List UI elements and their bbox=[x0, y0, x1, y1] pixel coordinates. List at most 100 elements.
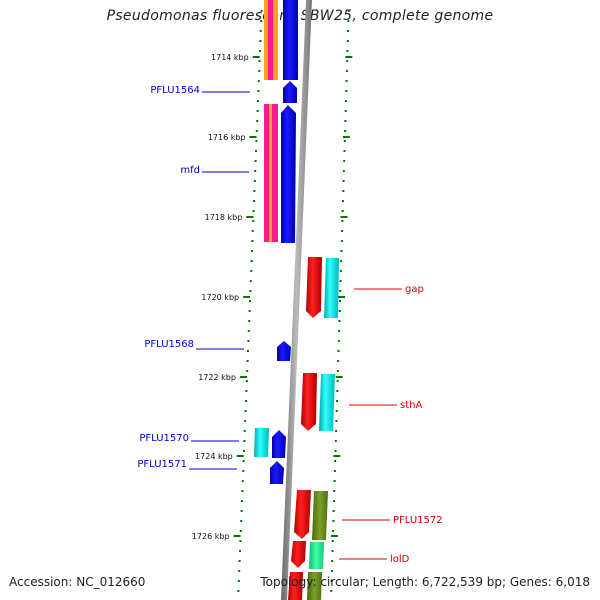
genome-title: Pseudomonas fluorescens SBW25, complete … bbox=[106, 8, 494, 24]
ring-dot bbox=[249, 290, 252, 292]
ring-dot bbox=[346, 60, 349, 62]
ring-dot bbox=[249, 300, 251, 302]
ring-dot bbox=[336, 400, 338, 402]
ring-dot bbox=[346, 40, 349, 42]
ring-dot bbox=[249, 280, 252, 282]
inner-dotted-ring bbox=[237, 10, 263, 592]
ring-dot bbox=[334, 460, 337, 462]
ring-dot bbox=[260, 20, 263, 22]
tick-mark bbox=[239, 376, 247, 378]
gene-arrow bbox=[301, 373, 317, 431]
ring-dot bbox=[243, 440, 246, 442]
ring-dot bbox=[343, 140, 346, 142]
ring-dot bbox=[340, 260, 343, 262]
gene-label[interactable]: PFLU1570 bbox=[139, 433, 189, 444]
ring-dot bbox=[256, 120, 259, 122]
ring-dot bbox=[342, 170, 345, 172]
ring-dot bbox=[338, 320, 341, 322]
gene-arrow bbox=[283, 0, 298, 80]
ring-dot bbox=[240, 520, 243, 522]
ring-dot bbox=[343, 150, 346, 152]
ring-dot bbox=[331, 540, 334, 542]
ring-dot bbox=[253, 200, 255, 202]
ring-dot bbox=[255, 130, 258, 132]
tick-mark bbox=[335, 376, 343, 378]
ring-dot bbox=[341, 210, 344, 212]
ring-dot bbox=[254, 170, 257, 172]
ring-dot bbox=[340, 240, 343, 242]
ring-dot bbox=[338, 330, 341, 332]
gene-label[interactable]: mfd bbox=[180, 165, 200, 176]
tick-mark bbox=[342, 136, 350, 138]
gene-arrow bbox=[309, 542, 324, 569]
gene-label[interactable]: PFLU1571 bbox=[137, 459, 187, 470]
tick-mark bbox=[246, 216, 254, 218]
ring-dot bbox=[337, 350, 340, 352]
kbp-tick-label: 1718 kbp bbox=[205, 213, 243, 222]
ring-dot bbox=[344, 110, 347, 112]
gene-arrow bbox=[283, 81, 297, 103]
ring-dot bbox=[339, 300, 341, 302]
tick-mark bbox=[330, 535, 338, 537]
kbp-tick-label: 1720 kbp bbox=[201, 293, 239, 302]
kbp-tick-label: 1722 kbp bbox=[198, 373, 236, 382]
ring-dot bbox=[330, 580, 333, 582]
ring-dot bbox=[238, 560, 241, 562]
ring-dot bbox=[337, 340, 340, 342]
ring-dot bbox=[246, 360, 249, 362]
ring-dot bbox=[332, 520, 335, 522]
gene-label[interactable]: gap bbox=[405, 284, 424, 295]
ring-dot bbox=[245, 380, 248, 382]
ring-dot bbox=[251, 240, 254, 242]
ring-dot bbox=[334, 450, 337, 452]
genome-backbone bbox=[281, 0, 312, 600]
ring-dot bbox=[331, 550, 334, 552]
ring-dot bbox=[333, 470, 336, 472]
ring-dot bbox=[341, 220, 344, 222]
ring-dot bbox=[257, 80, 260, 82]
ring-dot bbox=[345, 100, 347, 102]
gene-arrow bbox=[294, 490, 311, 539]
gene-arrow bbox=[272, 430, 286, 458]
ring-dot bbox=[253, 190, 256, 192]
tick-mark bbox=[340, 216, 348, 218]
gene-label[interactable]: PFLU1568 bbox=[144, 339, 194, 350]
forward-strand-genes bbox=[254, 0, 298, 484]
ring-dot bbox=[239, 550, 241, 552]
ring-dot bbox=[342, 190, 345, 192]
ring-dot bbox=[332, 510, 335, 512]
ring-dot bbox=[344, 130, 347, 132]
ring-dot bbox=[242, 460, 245, 462]
gene-arrow bbox=[319, 374, 335, 431]
ring-dot bbox=[259, 30, 262, 32]
ring-dot bbox=[254, 160, 257, 162]
ring-dot bbox=[243, 450, 245, 452]
tick-mark bbox=[338, 296, 346, 298]
ring-dot bbox=[239, 540, 242, 542]
tick-mark bbox=[243, 296, 251, 298]
gene-arrow bbox=[281, 105, 296, 243]
ring-dot bbox=[240, 510, 243, 512]
gene-arrow bbox=[277, 341, 291, 361]
gene-label[interactable]: lolD bbox=[390, 554, 410, 565]
ring-dot bbox=[257, 90, 260, 92]
ring-dot bbox=[248, 320, 251, 322]
accession-text: Accession: NC_012660 bbox=[9, 575, 146, 589]
ring-dot bbox=[247, 340, 250, 342]
gene-arrow bbox=[270, 461, 284, 484]
ring-dot bbox=[342, 200, 344, 202]
ring-dot bbox=[335, 410, 338, 412]
ring-dot bbox=[347, 20, 350, 22]
ring-dot bbox=[253, 180, 256, 182]
tick-mark bbox=[233, 535, 241, 537]
ring-dot bbox=[238, 570, 241, 572]
ring-dot bbox=[345, 70, 348, 72]
ring-dot bbox=[255, 140, 258, 142]
gene-arrow bbox=[312, 491, 328, 540]
ring-dot bbox=[252, 220, 255, 222]
tick-mark bbox=[345, 56, 353, 58]
gene-label[interactable]: PFLU1564 bbox=[150, 85, 200, 96]
gene-label[interactable]: PFLU1572 bbox=[393, 515, 443, 526]
gene-label[interactable]: sthA bbox=[400, 400, 422, 411]
